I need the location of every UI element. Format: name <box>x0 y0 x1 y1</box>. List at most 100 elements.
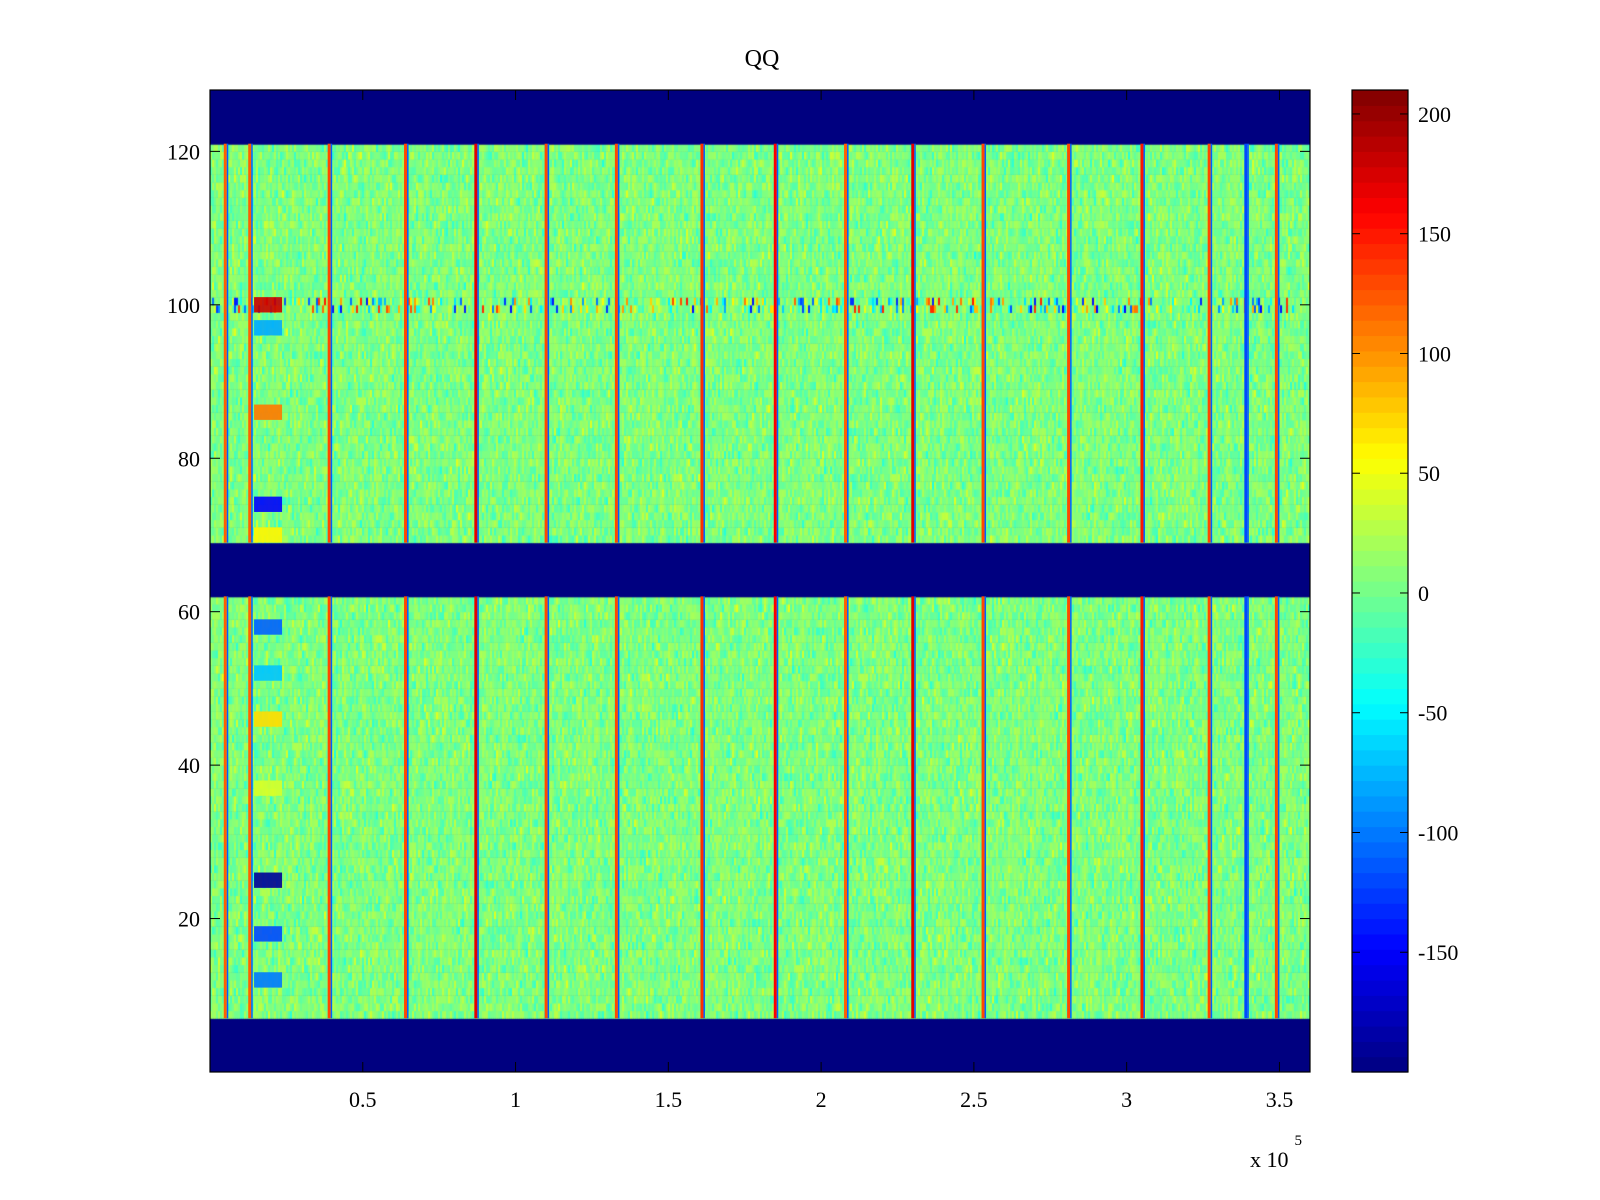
vertical-stripe <box>773 596 777 1019</box>
vertical-stripe-edge <box>847 143 849 543</box>
colorbar-cell <box>1352 274 1408 291</box>
vertical-stripe <box>474 143 478 543</box>
colorbar-cell <box>1352 627 1408 643</box>
x-tick-label: 0.5 <box>349 1087 377 1112</box>
colorbar-cell <box>1352 780 1408 797</box>
colorbar-cell <box>1352 811 1408 828</box>
column-blob <box>254 527 283 543</box>
vertical-stripe-edge <box>617 143 620 543</box>
colorbar-cell <box>1352 765 1408 782</box>
colorbar-cell <box>1352 534 1408 551</box>
plot-frame <box>209 89 1311 1073</box>
colorbar-cell <box>1352 857 1408 874</box>
column-blob <box>254 297 283 313</box>
x-axis-multiplier: x 10 5 <box>1250 1133 1302 1172</box>
vertical-stripe-edge <box>1070 143 1072 543</box>
colorbar-tick-label: 200 <box>1418 102 1451 127</box>
colorbar-cell <box>1352 749 1408 766</box>
colorbar-cell <box>1352 581 1408 597</box>
vertical-stripe-edge <box>1143 596 1145 1019</box>
x-tick-label: 1 <box>510 1087 521 1112</box>
colorbar-cell <box>1352 995 1408 1012</box>
vertical-stripe <box>1207 143 1211 543</box>
vertical-stripe-edge <box>547 143 550 543</box>
colorbar-cell <box>1352 197 1408 214</box>
colorbar-cell <box>1352 396 1408 413</box>
vertical-stripe <box>844 143 848 543</box>
column-blob <box>254 496 283 512</box>
colorbar-cell <box>1352 565 1408 582</box>
colorbar-cell <box>1352 335 1408 352</box>
y-tick-label: 40 <box>178 753 200 778</box>
y-axis: 20 40 60 80 100 120 <box>167 139 1310 932</box>
colorbar-tick-label: 100 <box>1418 341 1451 366</box>
colorbar-cell <box>1352 903 1408 920</box>
colorbar-cell <box>1352 688 1408 705</box>
vertical-stripe <box>981 596 985 1019</box>
vertical-stripe-edge <box>776 143 779 543</box>
vertical-stripe <box>248 143 252 543</box>
colorbar-tick-label: -100 <box>1418 820 1458 845</box>
vertical-stripe <box>1274 596 1278 1019</box>
vertical-stripe <box>1244 596 1248 1019</box>
colorbar-cell <box>1352 611 1408 628</box>
column-blob <box>254 320 283 336</box>
heatmap-image <box>210 90 1310 1072</box>
vertical-stripe <box>404 143 408 543</box>
y-tick-label: 120 <box>167 139 200 164</box>
vertical-stripe-edge <box>330 143 333 543</box>
colorbar-cell <box>1352 1041 1408 1058</box>
colorbar-cell <box>1352 887 1408 904</box>
colorbar-cell <box>1352 872 1408 889</box>
colorbar-frame <box>1351 89 1409 1073</box>
colorbar-cell <box>1352 734 1408 751</box>
column-blob <box>254 972 283 988</box>
vertical-stripe <box>614 143 618 543</box>
y-tick-label: 100 <box>167 293 200 318</box>
vertical-stripe <box>773 143 777 543</box>
vertical-stripe-edge <box>776 596 779 1019</box>
vertical-stripe <box>700 143 704 543</box>
colorbar-tick-label: 50 <box>1418 461 1440 486</box>
vertical-stripe-edge <box>984 596 987 1019</box>
vertical-stripe-edge <box>407 143 409 543</box>
vertical-stripe <box>544 596 548 1019</box>
colorbar-cell <box>1352 519 1408 536</box>
colorbar-tick-label: -50 <box>1418 701 1447 726</box>
colorbar-cell <box>1352 182 1408 199</box>
colorbar-cell <box>1352 258 1408 275</box>
vertical-stripe-edge <box>407 596 409 1019</box>
vertical-stripe <box>844 596 848 1019</box>
vertical-stripe <box>223 143 227 543</box>
column-blob <box>254 665 283 681</box>
colorbar-cell <box>1352 427 1408 444</box>
colorbar-cell <box>1352 105 1408 122</box>
vertical-stripe <box>1067 596 1071 1019</box>
vertical-stripe <box>327 596 331 1019</box>
colorbar-cell <box>1352 212 1408 229</box>
colorbar-cell <box>1352 289 1408 306</box>
colorbar-cell <box>1352 841 1408 858</box>
colorbar-cell <box>1352 933 1408 950</box>
colorbar-cell <box>1352 657 1408 674</box>
vertical-stripe <box>1067 143 1071 543</box>
colorbar-cell <box>1352 151 1408 168</box>
column-blob <box>254 619 283 635</box>
vertical-stripe-edge <box>477 596 479 1019</box>
vertical-stripe-edge <box>1143 143 1145 543</box>
vertical-stripe-edge <box>251 596 253 1019</box>
colorbar-cell <box>1352 458 1408 475</box>
colorbar-cell <box>1352 964 1408 981</box>
colorbar-cell <box>1352 136 1408 152</box>
vertical-stripe-edge <box>1277 596 1280 1019</box>
colorbar-cell <box>1352 949 1408 966</box>
colorbar-cell <box>1352 442 1408 459</box>
vertical-stripe-edge <box>1247 596 1249 1019</box>
vertical-stripe-edge <box>251 143 253 543</box>
colorbar-cell <box>1352 826 1408 843</box>
vertical-stripe <box>1140 143 1144 543</box>
colorbar-cell <box>1352 320 1408 337</box>
x-tick-label: 2.5 <box>960 1087 988 1112</box>
x-tick-label: 2 <box>816 1087 827 1112</box>
